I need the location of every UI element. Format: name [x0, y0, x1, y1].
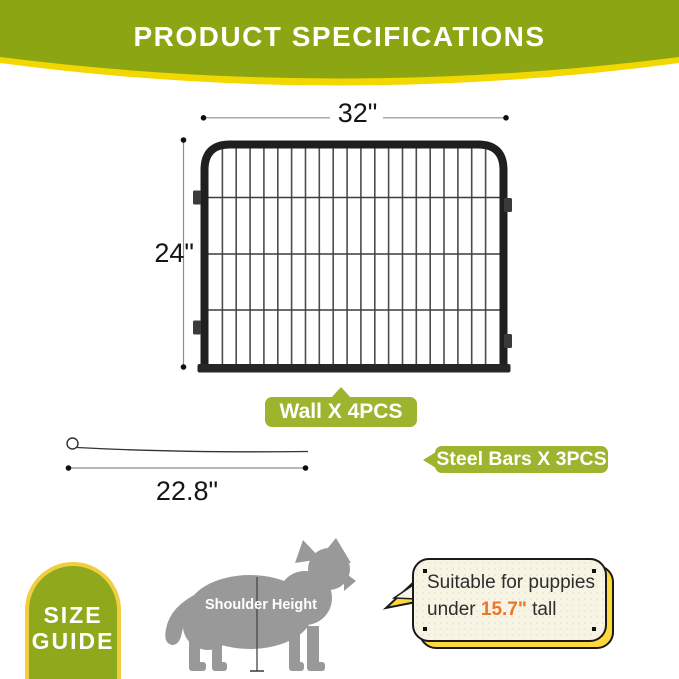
bar-dimension-line — [65, 465, 309, 471]
fence-frame — [193, 140, 512, 373]
note-line2: under 15.7" tall — [427, 596, 603, 623]
width-dimension-line — [200, 115, 509, 121]
note-pin-icon — [423, 569, 427, 573]
note-height-highlight: 15.7" — [480, 599, 527, 620]
steel-bar-illustration — [66, 437, 309, 453]
dog-silhouette-icon — [165, 538, 356, 671]
height-dimension-line — [180, 137, 187, 370]
note-pin-icon — [423, 627, 427, 631]
fence-connector-tab — [504, 198, 512, 212]
page-title: PRODUCT SPECIFICATIONS — [133, 21, 546, 52]
size-guide-line2: GUIDE — [31, 628, 115, 654]
fence-height-label: 24" — [154, 238, 194, 268]
shoulder-height-label: Shoulder Height — [205, 597, 317, 613]
note-text: Suitable for puppies under 15.7" tall — [414, 560, 605, 623]
note-line2-prefix: under — [427, 599, 481, 620]
fence-width-label: 32" — [337, 98, 378, 128]
puppy-size-note-bubble: Suitable for puppies under 15.7" tall — [412, 558, 607, 642]
size-guide-line1: SIZE — [43, 602, 103, 628]
steel-bar-length-label: 22.8" — [155, 476, 219, 506]
wall-count-badge: Wall X 4PCS — [265, 387, 417, 427]
fence-connector-tab — [193, 190, 201, 205]
note-line2-suffix: tall — [526, 599, 557, 620]
size-guide-badge: SIZE GUIDE — [25, 562, 121, 679]
banner-green-shape — [0, 0, 679, 79]
fence-horizontal-wires — [206, 196, 501, 311]
fence-connector-tab — [504, 334, 512, 348]
steel-bars-count-badge: Steel Bars X 3PCS — [423, 446, 608, 473]
fence-connector-tab — [193, 320, 201, 335]
note-line1: Suitable for puppies — [427, 572, 595, 593]
note-pin-icon — [592, 569, 596, 573]
note-tail-icon — [382, 577, 417, 610]
shoulder-height-line — [250, 577, 264, 672]
fence-wires — [221, 147, 487, 365]
header-banner — [0, 0, 679, 86]
note-pin-icon — [592, 627, 596, 631]
